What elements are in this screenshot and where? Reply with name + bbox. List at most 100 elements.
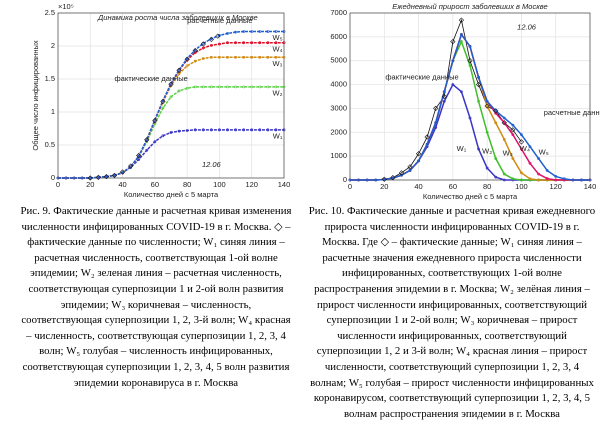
annotation: 12.06 [202, 160, 222, 169]
series-marker [266, 55, 270, 59]
series-label: W₃ [503, 149, 513, 158]
y-tick-label: 6000 [330, 32, 347, 41]
series-marker [545, 169, 549, 172]
series-marker [274, 55, 278, 59]
chart-title: Ежедневный прирост заболевших в Москве [392, 2, 547, 11]
series-marker [153, 118, 157, 122]
actual-point [458, 17, 465, 23]
series-marker [250, 128, 254, 132]
series-marker [226, 85, 229, 89]
actual-point [441, 93, 447, 100]
series-marker [357, 178, 360, 182]
series-marker [234, 30, 237, 34]
series-marker [185, 86, 189, 90]
series-marker [282, 85, 286, 89]
series-marker [258, 55, 262, 59]
series-marker [382, 178, 386, 181]
series-marker [460, 90, 463, 94]
series-marker [562, 177, 566, 181]
series-marker [209, 43, 213, 47]
series-marker [258, 30, 262, 33]
series-marker [417, 159, 420, 163]
series-marker [161, 99, 165, 103]
chart-title: Динамика роста числа заболевших в Москве [97, 13, 258, 22]
series-marker [250, 55, 254, 59]
series-marker [554, 175, 558, 178]
series-label: W₅ [539, 148, 549, 157]
page: 0 0.5 1 1.5 2 2.5 0 20 40 60 80 100 120 140 Количество… [20, 1, 600, 420]
x-tick-label: 140 [278, 180, 291, 189]
series-marker [502, 138, 506, 141]
series-marker [234, 128, 237, 132]
series-marker [374, 178, 378, 182]
actual-point [168, 81, 174, 87]
y-tick-label: 4000 [330, 80, 347, 89]
series-marker [121, 171, 124, 175]
series-marker [113, 173, 116, 177]
series-marker [537, 157, 540, 160]
series-marker [234, 41, 237, 45]
series-marker [137, 158, 141, 161]
series-marker [537, 172, 540, 176]
x-tick-label: 40 [118, 180, 126, 189]
actual-point [176, 67, 182, 74]
actual-point [215, 33, 221, 39]
series-marker [485, 104, 489, 108]
y-tick-label: 3000 [330, 103, 347, 112]
y-tick-label: 7000 [330, 8, 347, 17]
series-marker [494, 157, 498, 160]
actual-point [467, 58, 473, 64]
y-tick-label: 1.5 [45, 74, 55, 83]
series-marker [185, 129, 189, 132]
series-marker [580, 178, 583, 182]
x-tick-label: 120 [245, 180, 258, 189]
plot-frame [349, 12, 591, 181]
actual-line [384, 18, 522, 180]
series-marker [477, 99, 480, 103]
actual-point [390, 174, 396, 181]
series-marker [494, 175, 498, 179]
annotation: фактические данные [115, 74, 188, 83]
series-marker [494, 109, 498, 113]
series-marker [88, 176, 92, 180]
series-marker [129, 165, 133, 169]
series-marker [425, 142, 429, 146]
series-marker [520, 171, 523, 175]
actual-point [111, 172, 118, 178]
series-marker [485, 130, 489, 134]
actual-point [152, 117, 158, 124]
y-tick-label: 0 [51, 173, 55, 182]
series-marker [258, 85, 262, 89]
series-marker [485, 166, 489, 170]
series-marker [226, 128, 229, 132]
series-marker [258, 128, 262, 132]
series-marker [477, 147, 480, 151]
actual-point [475, 81, 482, 88]
series-marker [218, 55, 221, 59]
series-marker [520, 133, 523, 137]
series-marker [234, 55, 237, 59]
series-marker [64, 176, 68, 180]
x-tick-label: 40 [414, 182, 422, 191]
series-marker [460, 40, 463, 44]
series-marker [571, 178, 575, 182]
plot-frame [57, 12, 285, 179]
x-tick-label: 60 [449, 182, 457, 191]
series-marker [502, 121, 506, 125]
x-tick-label: 60 [151, 180, 159, 189]
series-marker [250, 41, 254, 45]
x-axis-label: Количество дней с 5 марта [124, 190, 219, 199]
series-marker [161, 106, 165, 110]
y-tick-label: 1 [51, 107, 55, 116]
series-marker [218, 42, 221, 46]
actual-point [200, 41, 206, 47]
annotation: расчетные данные [187, 16, 252, 25]
series-marker [177, 68, 181, 72]
series-marker [485, 99, 489, 103]
series-marker [528, 145, 532, 149]
x-tick-label: 100 [515, 182, 528, 191]
series-marker [545, 177, 549, 180]
series-marker [554, 178, 558, 182]
series-label: W₂ [482, 146, 492, 155]
series-marker [274, 128, 278, 132]
